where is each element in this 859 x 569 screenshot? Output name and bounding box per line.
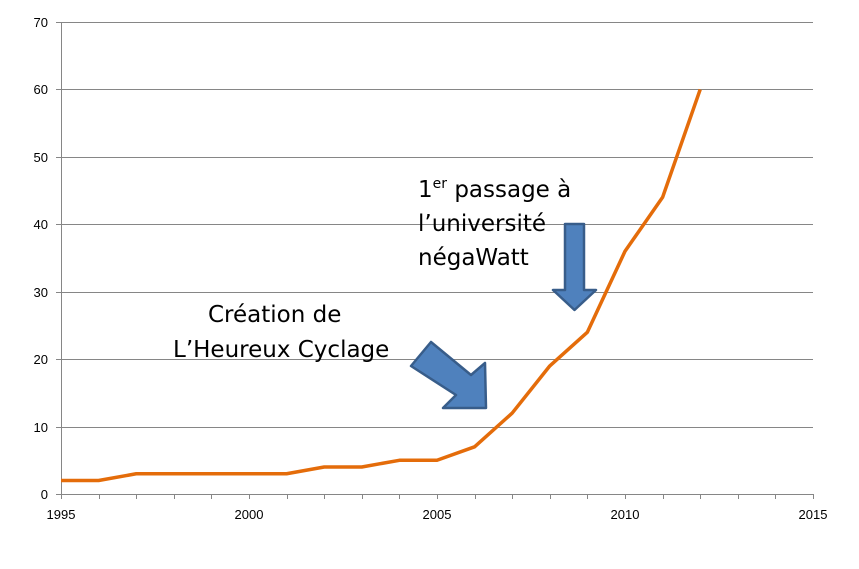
x-tick-label: 2000 [235,507,264,522]
y-tick-label: 70 [34,15,48,30]
series [61,88,702,483]
down-arrow-icon [551,222,598,312]
annotation-universite-line2: l’université [418,211,546,237]
x-tick-labels: 1995 2000 2005 2010 2015 [47,507,828,522]
x-tick-label: 2005 [423,507,452,522]
x-tick-label: 2015 [799,507,828,522]
y-tick-label: 0 [41,487,48,502]
annotation-heureux-line2: L’Heureux Cyclage [173,337,389,363]
y-tick-label: 40 [34,217,48,232]
series-line-0 [61,88,702,483]
diagonal-arrow-icon [409,340,488,410]
annotation-universite-line1: 1er passage à [418,176,571,203]
annotation-universite: 1er passage à l’université négaWatt [418,176,598,312]
y-tick-label: 30 [34,285,48,300]
annotation-universite-line3: négaWatt [418,245,529,271]
annotation-heureux-line1: Création de [208,302,341,328]
y-tick-label: 50 [34,150,48,165]
y-tick-label: 20 [34,352,48,367]
y-tick-labels: 0 10 20 30 40 50 60 70 [34,15,48,502]
y-tick-label: 60 [34,82,48,97]
gridlines [61,22,813,428]
axes [56,22,814,499]
y-tick-label: 10 [34,420,48,435]
x-tick-label: 1995 [47,507,76,522]
annotation-heureux: Création de L’Heureux Cyclage [173,302,488,410]
x-tick-label: 2010 [611,507,640,522]
